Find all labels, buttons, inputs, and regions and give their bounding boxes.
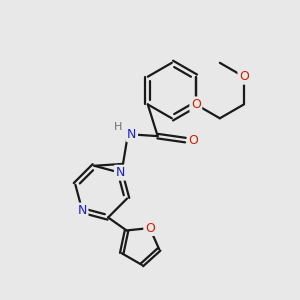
Text: O: O (239, 70, 249, 83)
Text: N: N (78, 204, 87, 217)
Text: O: O (188, 134, 198, 147)
Text: O: O (145, 221, 155, 235)
Text: O: O (191, 98, 201, 111)
Text: N: N (127, 128, 136, 141)
Text: N: N (116, 166, 125, 179)
Text: H: H (114, 122, 122, 132)
